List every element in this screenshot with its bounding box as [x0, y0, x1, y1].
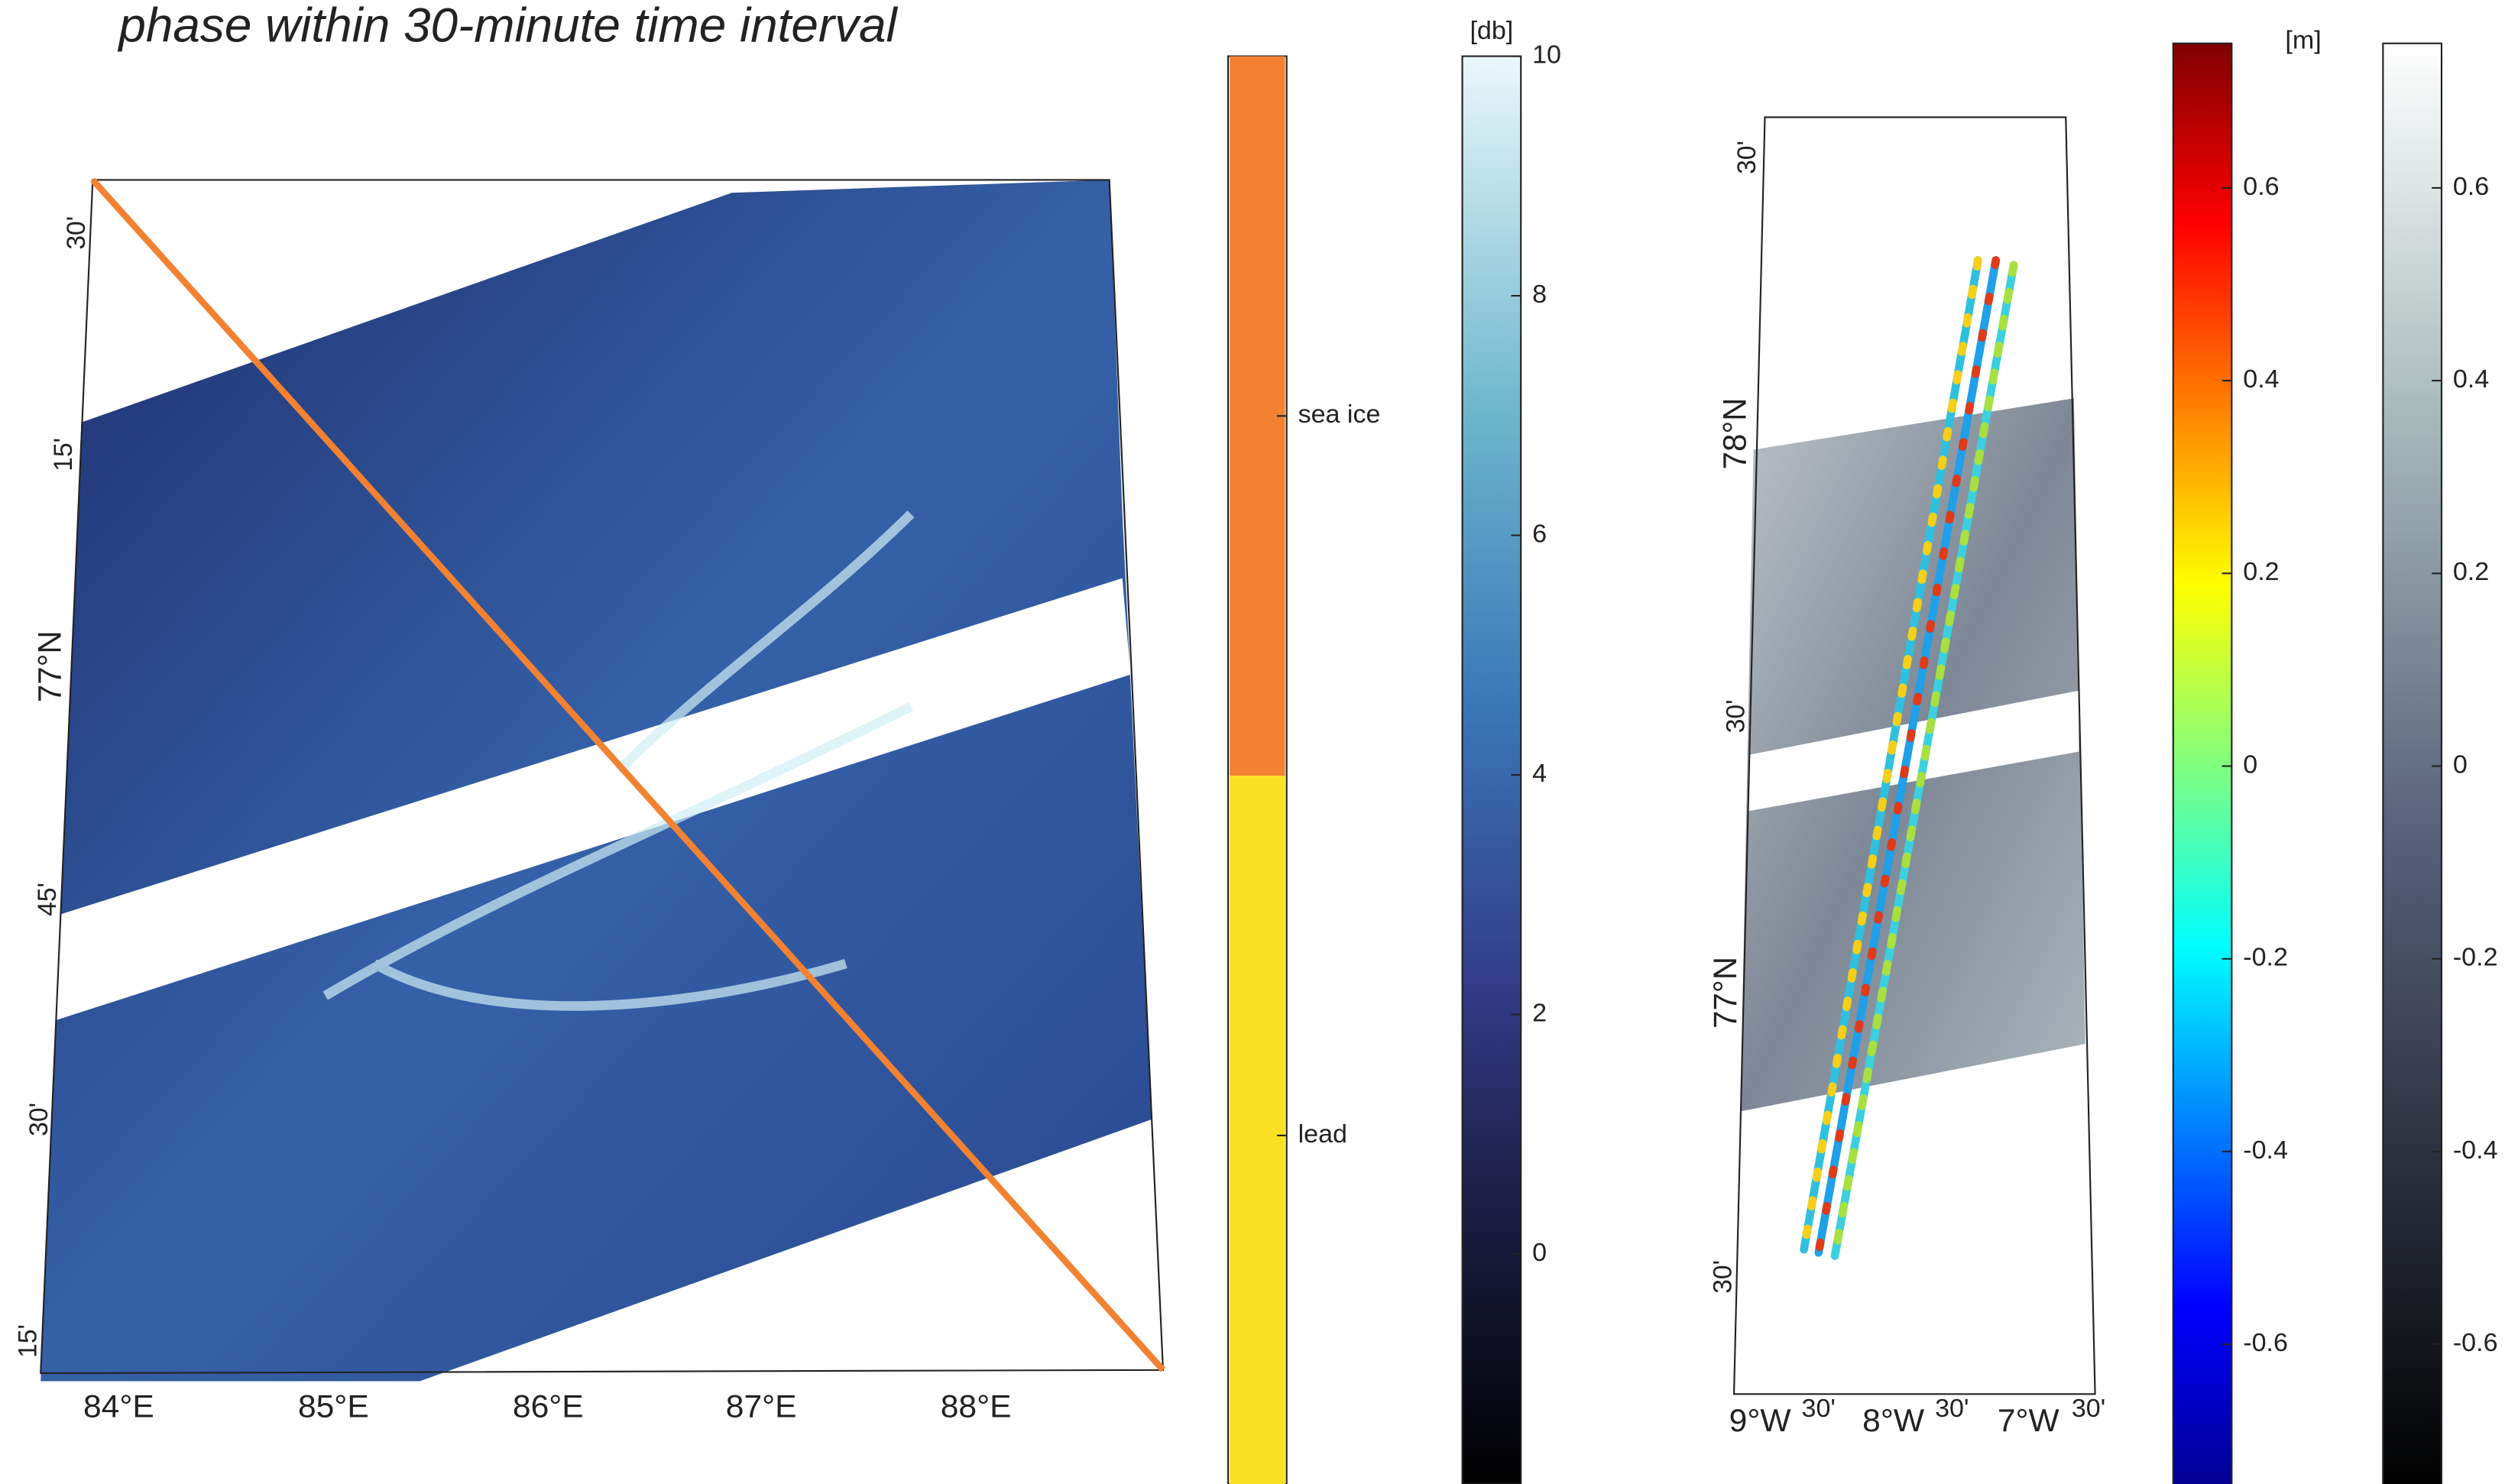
tick-label: 0: [2453, 750, 2468, 779]
tick-label: -0.6: [2453, 1328, 2498, 1357]
lat-label: 30': [1732, 141, 1761, 174]
gray-colorbar: [2383, 44, 2442, 1484]
title: phase within 30-minute time interval: [117, 0, 898, 52]
page: {"title":"phase within 30-minute time in…: [0, 0, 2518, 1484]
tick-label: 10: [1532, 41, 1561, 70]
lat-label: 30': [24, 1103, 53, 1136]
lat-label: 77°N: [31, 630, 67, 702]
lat-label: 15': [49, 438, 78, 471]
class-label: sea ice: [1298, 400, 1381, 429]
tick-label: 8: [1532, 280, 1547, 309]
figure: phase within 30-minute time interval [db…: [0, 0, 2518, 1484]
lon-label: 9°W: [1729, 1402, 1791, 1438]
lon-label: 87°E: [726, 1388, 797, 1424]
tick-label: -0.4: [2453, 1136, 2498, 1165]
lat-label: 15': [13, 1324, 42, 1358]
lat-label: 30': [1721, 699, 1750, 733]
right-map: [1734, 117, 2095, 1394]
lat-label: 78°N: [1716, 398, 1752, 470]
lon-label: 30': [1802, 1394, 1836, 1423]
tick-label: 0: [1532, 1238, 1547, 1267]
db-unit: [db]: [1470, 16, 1513, 45]
tick-label: 4: [1532, 759, 1547, 788]
tick-label: 6: [1532, 520, 1547, 549]
elevation-colorbar: [2173, 44, 2232, 1484]
class-segment: [1230, 57, 1285, 776]
lon-label: 86°E: [513, 1388, 584, 1424]
lon-label: 88°E: [941, 1388, 1012, 1424]
tick-label: 0: [2243, 750, 2257, 779]
tick-label: -0.2: [2453, 943, 2498, 972]
lat-label: 30': [62, 216, 91, 250]
lon-label: 7°W: [1998, 1402, 2059, 1438]
class-label: lead: [1298, 1119, 1347, 1149]
tick-label: 0.2: [2243, 557, 2279, 586]
class-segment: [1230, 776, 1285, 1484]
lon-label: 8°W: [1862, 1402, 1924, 1438]
lon-label: 84°E: [83, 1388, 154, 1424]
tick-label: 0.2: [2453, 557, 2489, 586]
tick-label: 0.6: [2453, 172, 2489, 201]
tick-label: 0.4: [2243, 365, 2279, 394]
tick-label: -0.4: [2243, 1136, 2288, 1165]
lon-label: 85°E: [298, 1388, 369, 1424]
tick-label: -0.6: [2243, 1328, 2288, 1357]
tick-label: 0.4: [2453, 365, 2489, 394]
db-colorbar: [1463, 57, 1521, 1484]
tick-label: -0.2: [2243, 943, 2288, 972]
lat-label: 77°N: [1707, 957, 1743, 1029]
lat-label: 30': [1708, 1260, 1737, 1294]
lon-label: 30': [1935, 1394, 1969, 1423]
tick-label: 2: [1532, 999, 1547, 1028]
tick-label: 0.6: [2243, 172, 2279, 201]
lon-label: 30': [2072, 1394, 2105, 1423]
lat-label: 45': [33, 883, 62, 916]
elevation-unit: [m]: [2285, 26, 2321, 55]
left-map: [41, 180, 1163, 1381]
